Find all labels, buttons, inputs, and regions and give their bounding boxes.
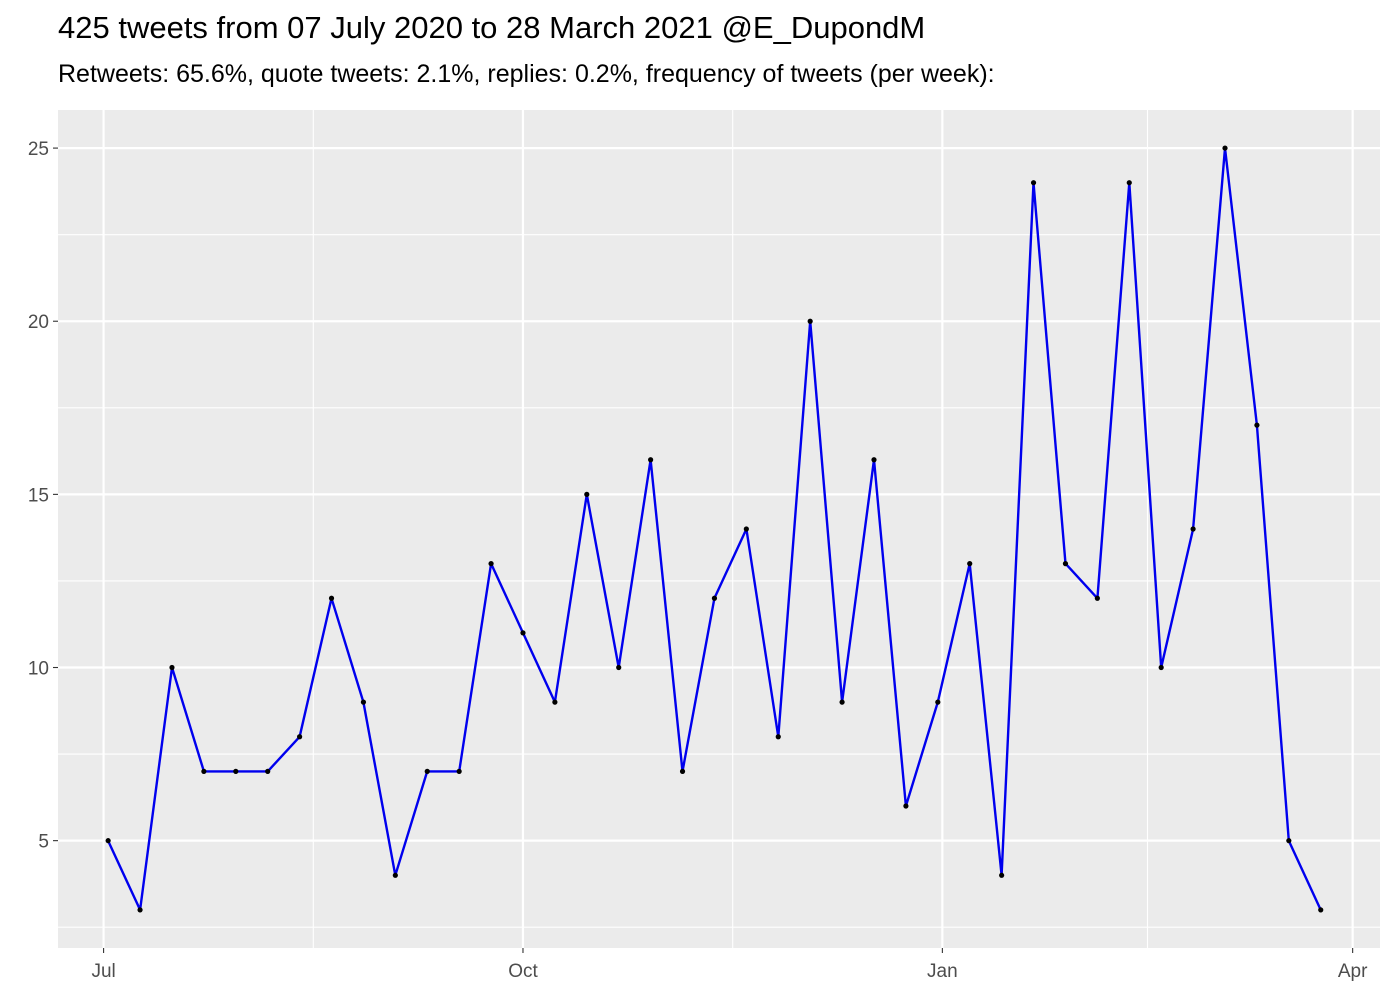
data-point: [169, 664, 175, 671]
data-point: [456, 768, 462, 774]
data-point: [392, 872, 398, 878]
y-tick-label: 20: [28, 312, 49, 333]
data-point: [1222, 145, 1228, 151]
data-point: [807, 318, 813, 324]
data-point: [265, 768, 271, 774]
grid-lines: [58, 110, 1380, 948]
y-tick-label: 15: [28, 485, 49, 506]
x-tick-label: Apr: [1338, 961, 1368, 982]
data-point: [424, 768, 430, 774]
data-point: [137, 907, 143, 913]
data-point: [297, 734, 303, 740]
data-point: [520, 630, 526, 636]
data-point: [1190, 526, 1196, 532]
data-point: [488, 561, 494, 567]
data-point: [775, 734, 781, 740]
data-point: [233, 768, 239, 774]
x-tick-label: Jul: [91, 961, 115, 982]
data-point: [616, 664, 622, 671]
data-point: [871, 457, 877, 463]
panel-background: [58, 110, 1380, 948]
axes: 5 10 15 20 25 Jul Oct Jan Apr: [28, 139, 1368, 982]
y-tick-label: 10: [28, 659, 49, 680]
data-point: [584, 491, 590, 497]
data-point: [1030, 180, 1037, 186]
data-point: [552, 699, 558, 705]
chart-title: 425 tweets from 07 July 2020 to 28 March…: [58, 10, 926, 45]
data-point: [648, 457, 654, 463]
data-point: [1318, 907, 1324, 913]
x-tick-label: Jan: [927, 961, 958, 982]
data-point: [1286, 838, 1292, 844]
data-point: [1254, 422, 1260, 428]
data-point: [201, 768, 207, 774]
data-point: [1062, 561, 1069, 567]
chart-subtitle: Retweets: 65.6%, quote tweets: 2.1%, rep…: [58, 60, 995, 88]
data-point: [328, 595, 335, 601]
y-tick-label: 25: [28, 139, 49, 160]
data-point: [1094, 595, 1100, 601]
data-point: [903, 803, 909, 809]
plot-panel: [58, 110, 1380, 948]
data-point: [1126, 180, 1132, 186]
data-point: [743, 526, 749, 532]
data-point: [935, 699, 941, 705]
data-point: [711, 595, 718, 601]
data-point: [839, 699, 845, 705]
y-tick-label: 5: [38, 832, 49, 853]
data-point: [999, 872, 1005, 878]
x-tick-label: Oct: [508, 961, 538, 982]
data-point: [360, 699, 367, 705]
data-point: [967, 561, 973, 567]
data-point: [679, 768, 686, 774]
data-point: [1158, 664, 1164, 671]
series-layer: [105, 145, 1324, 913]
data-point: [105, 838, 111, 844]
